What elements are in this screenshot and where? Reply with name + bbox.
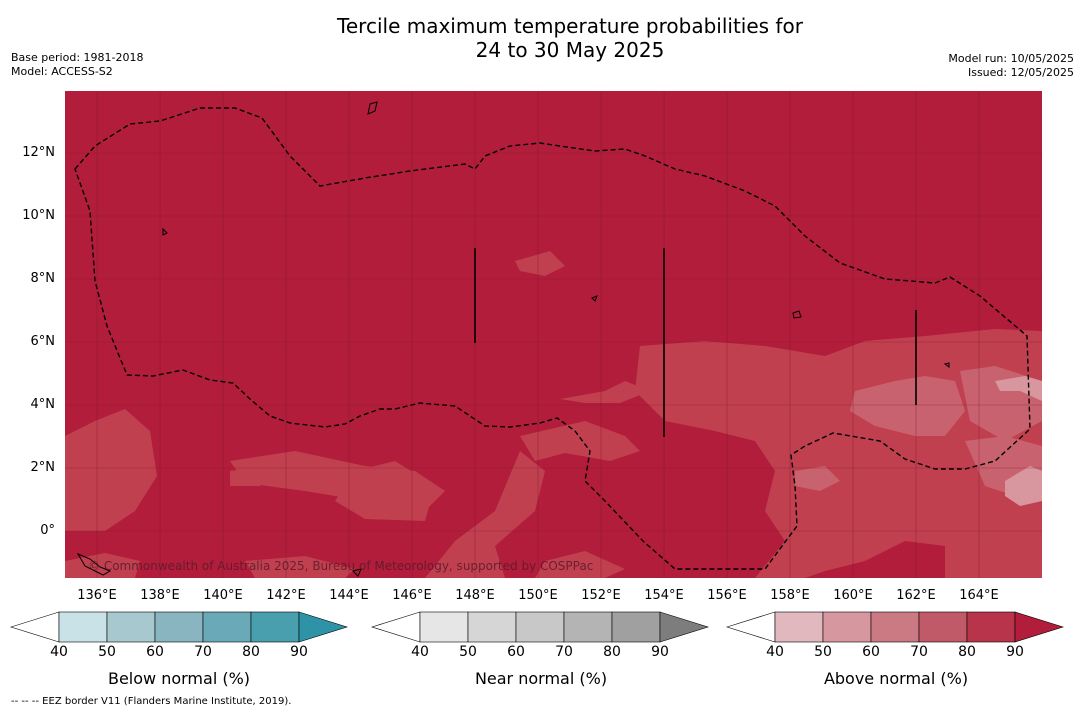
cb-below-tick-80: 80 <box>242 644 260 660</box>
map-svg <box>65 91 1042 578</box>
cb-above-label: Above normal (%) <box>823 669 969 688</box>
cb-above-seg-2 <box>822 611 872 643</box>
lat-label-10n: 10°N <box>22 208 55 223</box>
cb-near-tick-40: 40 <box>411 644 429 660</box>
lon-label-160e: 160°E <box>833 588 873 603</box>
lon-label-148e: 148°E <box>455 588 495 603</box>
eez-footnote: -- -- -- EEZ border V11 (Flanders Marine… <box>11 696 292 707</box>
lon-label-150e: 150°E <box>518 588 558 603</box>
cb-below-tick-70: 70 <box>194 644 212 660</box>
cb-above-tick-60: 60 <box>862 644 880 660</box>
cb-below-tick-90: 90 <box>290 644 308 660</box>
cb-below-tick-50: 50 <box>98 644 116 660</box>
lat-label-0: 0° <box>40 523 55 538</box>
base-period-text: Base period: 1981-2018 <box>11 51 144 64</box>
graticule <box>65 91 1042 578</box>
cb-near-seg-3 <box>515 611 565 643</box>
lat-label-6n: 6°N <box>30 334 56 349</box>
cb-above-tick-80: 80 <box>958 644 976 660</box>
cb-above-tick-50: 50 <box>814 644 832 660</box>
cb-above-tick-70: 70 <box>910 644 928 660</box>
issued-text: Issued: 12/05/2025 <box>967 66 1074 79</box>
cb-near-seg-6 <box>659 611 710 643</box>
title-line-1: Tercile maximum temperature probabilitie… <box>337 14 803 38</box>
model-run-text: Model run: 10/05/2025 <box>948 52 1074 65</box>
cb-near-tick-60: 60 <box>507 644 525 660</box>
cb-above-tick-40: 40 <box>766 644 784 660</box>
cb-above-seg-5 <box>966 611 1016 643</box>
cb-above-seg-0 <box>725 611 776 643</box>
cb-below-seg-6 <box>298 611 349 643</box>
lon-label-152e: 152°E <box>581 588 621 603</box>
cb-near-tick-80: 80 <box>603 644 621 660</box>
cb-below-tick-40: 40 <box>50 644 68 660</box>
lat-label-4n: 4°N <box>30 397 56 412</box>
colorbar-near-normal-svg <box>370 611 710 643</box>
cb-near-seg-4 <box>563 611 613 643</box>
title-line-2: 24 to 30 May 2025 <box>475 38 665 62</box>
lat-label-12n: 12°N <box>22 145 55 160</box>
lat-label-8n: 8°N <box>30 271 56 286</box>
colorbar-above-normal <box>725 611 1065 643</box>
lon-label-140e: 140°E <box>203 588 243 603</box>
meta-left: Base period: 1981-2018 Model: ACCESS-S2 <box>11 51 143 79</box>
cb-near-tick-70: 70 <box>555 644 573 660</box>
lon-label-162e: 162°E <box>896 588 936 603</box>
cb-near-tick-50: 50 <box>459 644 477 660</box>
cb-below-seg-3 <box>154 611 204 643</box>
map-panel <box>65 91 1042 578</box>
cb-below-seg-5 <box>250 611 300 643</box>
cb-above-seg-6 <box>1014 611 1065 643</box>
copyright-text: © Commonwealth of Australia 2025, Bureau… <box>88 559 594 573</box>
cb-below-seg-4 <box>202 611 252 643</box>
cb-above-seg-1 <box>774 611 824 643</box>
lon-label-158e: 158°E <box>770 588 810 603</box>
cb-above-seg-4 <box>918 611 968 643</box>
lon-label-156e: 156°E <box>707 588 747 603</box>
model-text: Model: ACCESS-S2 <box>11 65 113 78</box>
cb-below-seg-0 <box>9 611 60 643</box>
cb-below-seg-1 <box>58 611 108 643</box>
cb-near-seg-2 <box>467 611 517 643</box>
lat-label-2n: 2°N <box>30 460 56 475</box>
eez-borders <box>74 107 1031 570</box>
meta-right: Model run: 10/05/2025 Issued: 12/05/2025 <box>948 52 1074 80</box>
colorbar-below-normal-svg <box>9 611 349 643</box>
islands <box>76 101 950 577</box>
lon-label-142e: 142°E <box>266 588 306 603</box>
cb-below-tick-60: 60 <box>146 644 164 660</box>
colorbar-near-normal <box>370 611 710 643</box>
colorbar-above-normal-svg <box>725 611 1065 643</box>
cb-near-seg-5 <box>611 611 661 643</box>
lightest-probability-areas <box>995 376 1042 506</box>
lon-label-164e: 164°E <box>959 588 999 603</box>
lon-label-144e: 144°E <box>329 588 369 603</box>
cb-above-seg-3 <box>870 611 920 643</box>
lon-label-154e: 154°E <box>644 588 684 603</box>
boundary-segments <box>474 248 917 437</box>
cb-near-seg-0 <box>370 611 421 643</box>
cb-below-label: Below normal (%) <box>107 669 251 688</box>
lon-label-146e: 146°E <box>392 588 432 603</box>
cb-near-tick-90: 90 <box>651 644 669 660</box>
cb-above-tick-90: 90 <box>1006 644 1024 660</box>
cb-near-label: Near normal (%) <box>474 669 608 688</box>
cb-below-seg-2 <box>106 611 156 643</box>
lon-label-138e: 138°E <box>140 588 180 603</box>
cb-near-seg-1 <box>419 611 469 643</box>
map-title: Tercile maximum temperature probabilitie… <box>0 14 1085 62</box>
colorbar-below-normal <box>9 611 349 643</box>
lon-label-136e: 136°E <box>77 588 117 603</box>
